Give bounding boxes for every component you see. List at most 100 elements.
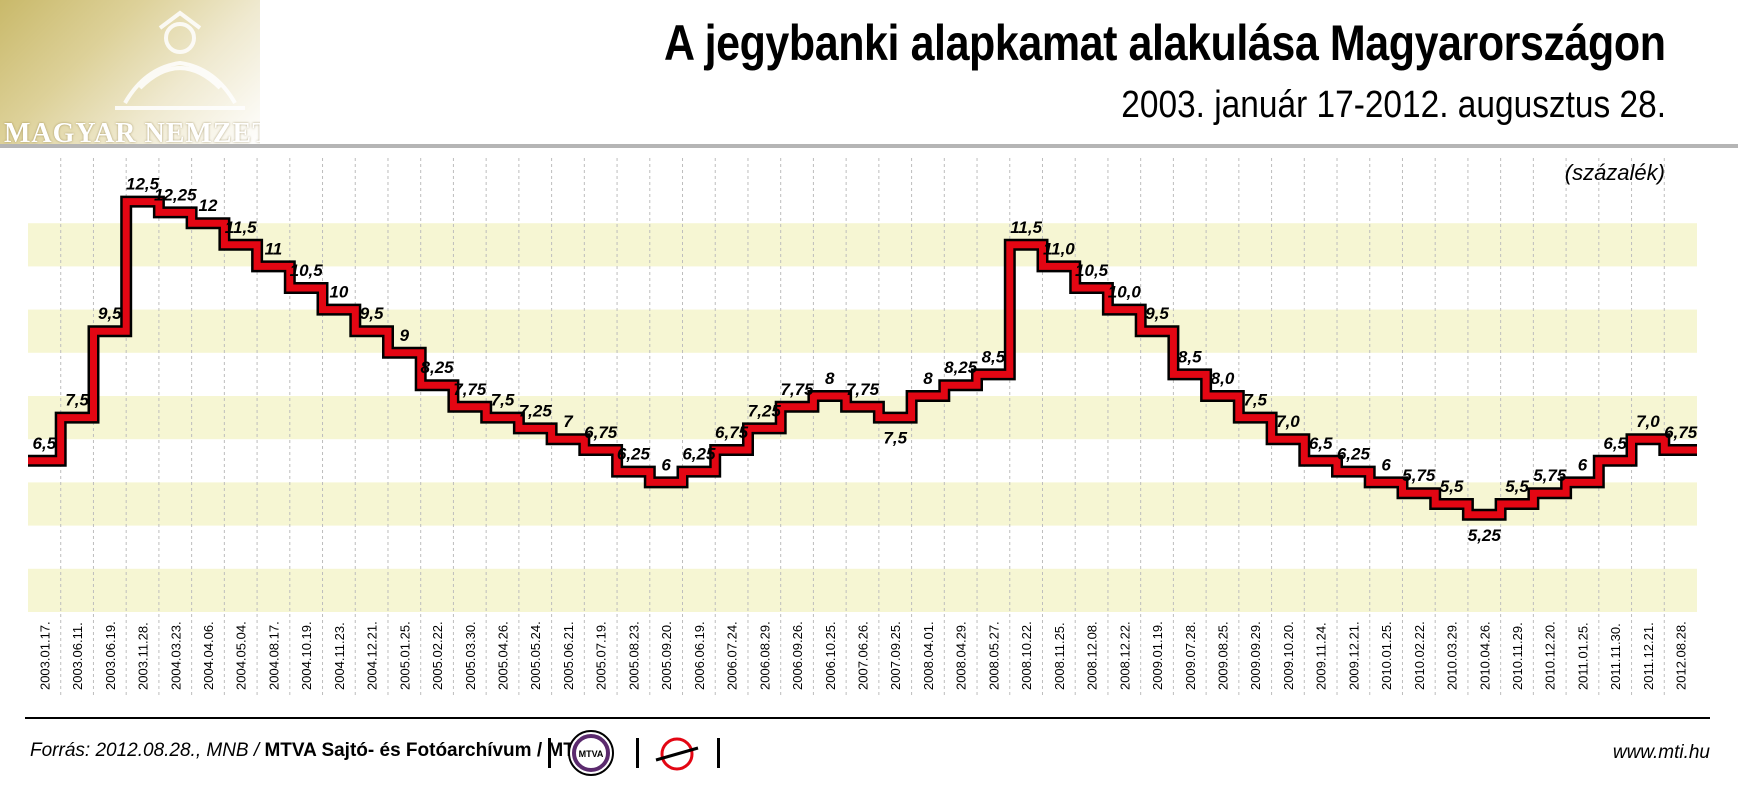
value-label: 6,25 bbox=[682, 445, 716, 464]
date-label: 2006.10.25. bbox=[823, 621, 838, 690]
date-label: 2010.04.26. bbox=[1477, 621, 1492, 690]
date-label: 2006.08.29. bbox=[757, 621, 772, 690]
value-label: 9,5 bbox=[1145, 304, 1169, 323]
grid-bands bbox=[28, 223, 1697, 612]
value-label: 7,75 bbox=[453, 380, 487, 399]
value-label: 9 bbox=[400, 326, 410, 345]
value-label: 7,5 bbox=[65, 391, 89, 410]
date-label: 2009.08.25. bbox=[1216, 621, 1231, 690]
date-label: 2004.11.23. bbox=[332, 622, 347, 690]
value-label: 10,5 bbox=[1075, 261, 1109, 280]
header-divider bbox=[0, 144, 1738, 148]
date-label: 2010.02.22. bbox=[1412, 621, 1427, 690]
date-label: 2005.02.22. bbox=[430, 621, 445, 690]
separator bbox=[636, 738, 639, 768]
grid-band bbox=[28, 309, 1697, 353]
chart-title: A jegybanki alapkamat alakulása Magyaror… bbox=[664, 15, 1667, 71]
value-label: 7,75 bbox=[846, 380, 880, 399]
website-link[interactable]: www.mti.hu bbox=[1612, 742, 1710, 763]
date-label: 2005.07.19. bbox=[594, 621, 609, 690]
value-label: 6,25 bbox=[1337, 445, 1371, 464]
date-label: 2011.12.21. bbox=[1641, 622, 1656, 690]
value-label: 6,5 bbox=[33, 434, 57, 453]
value-label: 8,5 bbox=[982, 347, 1006, 366]
value-label: 12,5 bbox=[126, 175, 160, 194]
separator bbox=[717, 738, 720, 768]
value-label: 5,75 bbox=[1402, 466, 1436, 485]
date-label: 2003.06.19. bbox=[103, 621, 118, 690]
date-label: 2009.07.28. bbox=[1183, 621, 1198, 690]
date-label: 2007.06.26. bbox=[856, 621, 871, 690]
value-label: 7,25 bbox=[748, 401, 782, 420]
unit-label: (százalék) bbox=[1565, 160, 1665, 185]
date-label: 2009.10.20. bbox=[1281, 621, 1296, 690]
value-label: 7,5 bbox=[1243, 391, 1267, 410]
chart-subtitle: 2003. január 17-2012. augusztus 28. bbox=[1121, 84, 1666, 126]
grid-band bbox=[28, 223, 1697, 267]
value-label: 6 bbox=[1578, 455, 1588, 474]
date-label: 2008.04.29. bbox=[954, 621, 969, 690]
logo-text: MAGYAR NEMZETI bbox=[4, 118, 260, 146]
mtva-logo-text: MTVA bbox=[579, 749, 604, 759]
rate-line-series bbox=[28, 198, 1697, 519]
date-label: 2009.09.29. bbox=[1248, 621, 1263, 690]
value-label: 8 bbox=[923, 369, 933, 388]
date-label: 2003.01.17. bbox=[37, 621, 52, 690]
value-label: 12,25 bbox=[154, 185, 197, 204]
date-label: 2004.10.19. bbox=[299, 621, 314, 690]
value-label: 7,0 bbox=[1636, 412, 1660, 431]
value-label: 5,75 bbox=[1533, 466, 1567, 485]
date-label: 2008.11.25. bbox=[1052, 622, 1067, 690]
value-label: 6,75 bbox=[584, 423, 618, 442]
newspaper-logo: MAGYAR NEMZETI bbox=[0, 0, 260, 146]
date-label: 2005.08.23. bbox=[626, 621, 641, 690]
footer-divider bbox=[25, 717, 1710, 719]
value-label: 5,25 bbox=[1468, 526, 1502, 545]
value-label: 11,5 bbox=[225, 218, 257, 237]
value-label: 10 bbox=[329, 283, 348, 302]
value-label: 11,5 bbox=[1010, 218, 1042, 237]
value-label: 12 bbox=[199, 196, 218, 215]
value-label: 11 bbox=[265, 239, 283, 258]
date-label: 2005.04.26. bbox=[496, 621, 511, 690]
date-label: 2008.12.08. bbox=[1085, 621, 1100, 690]
value-label: 7,5 bbox=[883, 429, 907, 448]
date-label: 2012.08.28. bbox=[1674, 621, 1689, 690]
rate-line bbox=[28, 195, 1697, 521]
value-label: 10,0 bbox=[1108, 283, 1142, 302]
date-label: 2004.12.21. bbox=[365, 621, 380, 690]
mti-logo-icon bbox=[655, 737, 699, 771]
date-label: 2005.03.30. bbox=[463, 621, 478, 690]
value-label: 5,5 bbox=[1440, 477, 1464, 496]
date-label: 2004.03.23. bbox=[168, 621, 183, 690]
value-label: 7,75 bbox=[781, 380, 815, 399]
date-label: 2011.11.30. bbox=[1608, 623, 1623, 690]
date-label: 2003.11.28. bbox=[136, 622, 151, 690]
date-label: 2006.07.24. bbox=[725, 621, 740, 690]
date-label: 2010.03.29. bbox=[1445, 621, 1460, 690]
value-label: 8,25 bbox=[944, 358, 978, 377]
value-label: 6 bbox=[1381, 455, 1391, 474]
value-label: 6,75 bbox=[1664, 423, 1698, 442]
date-label: 2006.06.19. bbox=[692, 621, 707, 690]
grid-band bbox=[28, 568, 1697, 612]
date-label: 2009.01.19. bbox=[1150, 621, 1165, 690]
value-label: 6,5 bbox=[1309, 434, 1333, 453]
value-label: 9,5 bbox=[98, 304, 122, 323]
value-label: 11,0 bbox=[1043, 239, 1075, 258]
value-label: 7,0 bbox=[1276, 412, 1300, 431]
date-label: 2010.11.29. bbox=[1510, 622, 1525, 690]
date-label: 2005.01.25. bbox=[397, 621, 412, 690]
date-label: 2004.05.04. bbox=[234, 621, 249, 690]
value-label: 10,5 bbox=[290, 261, 324, 280]
date-label: 2008.12.22. bbox=[1117, 621, 1132, 690]
value-label: 6,25 bbox=[617, 445, 651, 464]
date-label: 2005.06.21. bbox=[561, 621, 576, 690]
date-label: 2005.09.20. bbox=[659, 621, 674, 690]
date-label: 2008.05.27. bbox=[986, 621, 1001, 690]
value-label: 8,25 bbox=[421, 358, 455, 377]
date-label: 2009.11.24. bbox=[1314, 622, 1329, 690]
source-prefix: Forrás: 2012.08.28., MNB / bbox=[30, 740, 265, 761]
